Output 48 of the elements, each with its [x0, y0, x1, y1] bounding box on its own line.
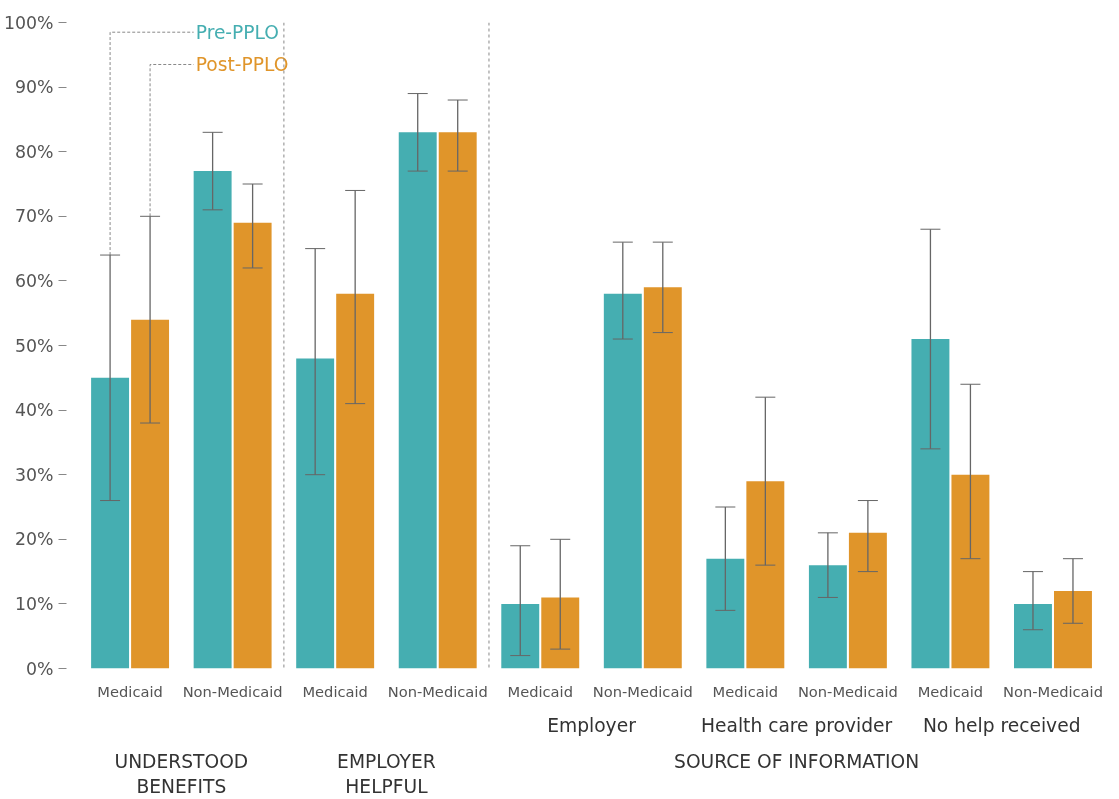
bar	[643, 287, 682, 669]
y-tick-label: 10%	[14, 593, 54, 614]
bar	[603, 293, 642, 669]
bar	[848, 532, 887, 669]
bar	[398, 132, 437, 669]
text: UNDERSTOOD BENEFITS	[114, 750, 249, 797]
y-tick-label: 20%	[14, 529, 54, 550]
bar	[706, 558, 745, 669]
x-tick-label: Medicaid	[917, 682, 984, 700]
source-note: SOURCE OF INFORMATION	[674, 750, 920, 772]
x-tick-label: Non-Medicaid	[592, 682, 693, 700]
text: Post-PPLO	[195, 53, 289, 75]
text: Health care provider	[700, 714, 893, 736]
y-tick-label: 100%	[3, 12, 54, 33]
bar	[541, 597, 580, 669]
bar	[233, 222, 272, 669]
bar	[808, 565, 847, 669]
x-tick-label: Non-Medicaid	[797, 682, 898, 700]
bar	[131, 319, 170, 669]
text: No help received	[922, 714, 1081, 736]
x-tick-label: Medicaid	[507, 682, 573, 700]
text: EMPLOYER HELPFUL	[337, 750, 436, 797]
y-tick-label: 70%	[14, 206, 54, 227]
text: Pre-PPLO	[195, 21, 280, 43]
x-tick-label: Non-Medicaid	[182, 682, 283, 700]
y-tick-label: 40%	[14, 400, 54, 421]
y-tick-label: 60%	[14, 270, 54, 291]
x-tick-label: Medicaid	[302, 682, 368, 700]
bar	[911, 339, 950, 669]
x-tick-label: Non-Medicaid	[1002, 682, 1103, 700]
bar	[746, 481, 785, 669]
bar	[438, 132, 477, 669]
bar	[193, 171, 232, 669]
bar	[91, 377, 130, 669]
y-tick-label: 0%	[26, 658, 54, 679]
y-tick-label: 80%	[14, 141, 54, 162]
y-tick-label: 90%	[14, 77, 54, 98]
bar	[336, 293, 375, 669]
bar	[501, 603, 540, 669]
bar	[296, 358, 335, 669]
text: Employer	[547, 714, 637, 736]
x-tick-label: Medicaid	[712, 682, 779, 700]
x-tick-label: Medicaid	[97, 682, 163, 700]
y-tick-label: 30%	[14, 464, 54, 485]
y-tick-label: 50%	[14, 335, 54, 356]
x-tick-label: Non-Medicaid	[387, 682, 488, 700]
bar	[951, 474, 990, 669]
bar	[1054, 590, 1092, 669]
